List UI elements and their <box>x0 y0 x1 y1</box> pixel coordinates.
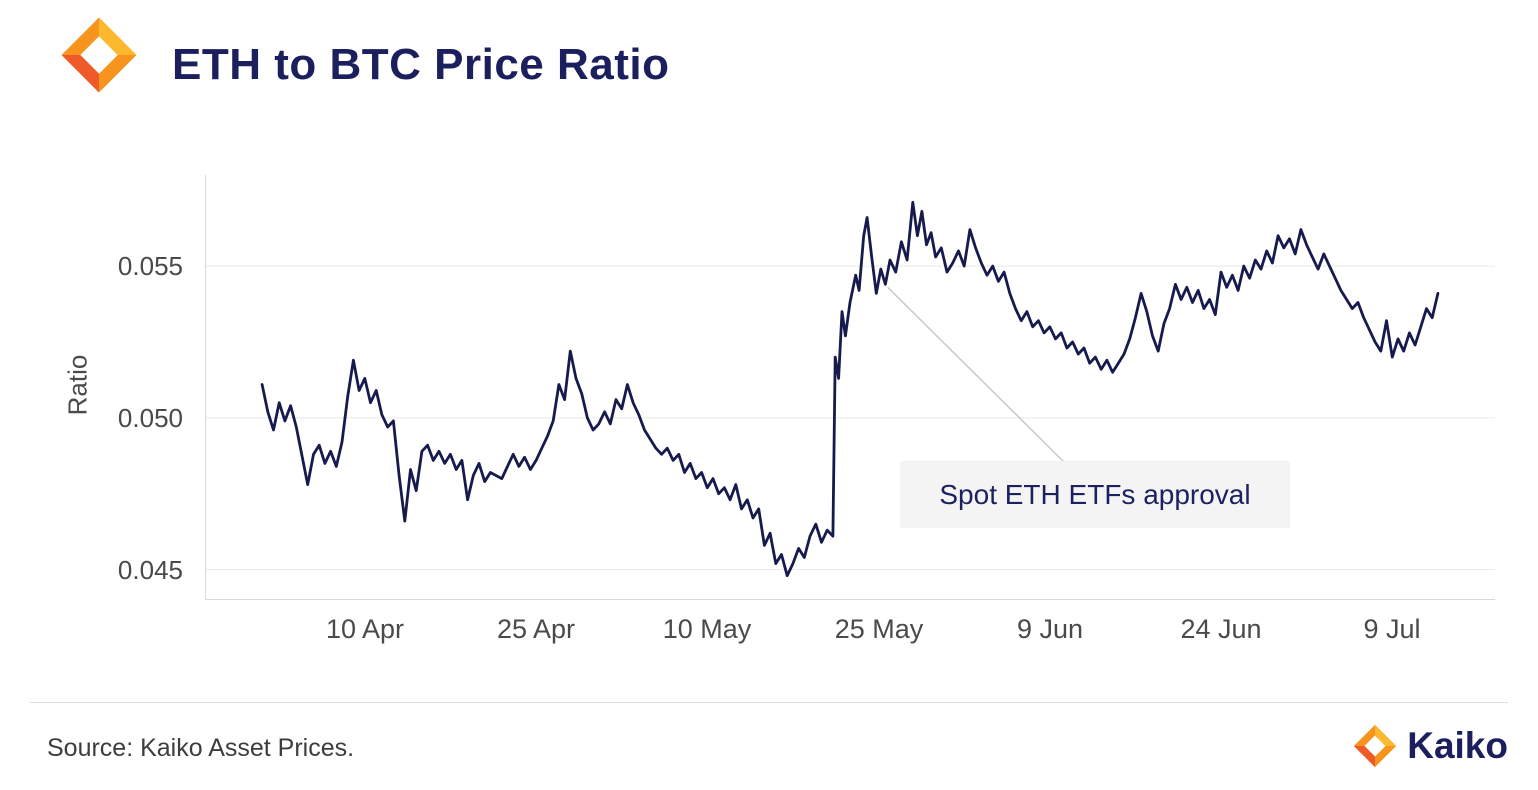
annotation-leader-line <box>887 286 1066 464</box>
footer-divider <box>30 702 1508 703</box>
x-tick-label: 25 May <box>834 614 924 644</box>
logo-ring-dark <box>61 55 99 93</box>
y-tick-label: 0.050 <box>117 403 183 433</box>
y-tick-label: 0.045 <box>117 555 183 585</box>
kaiko-logo-icon <box>60 16 138 94</box>
kaiko-logo-icon <box>1354 724 1397 768</box>
x-tick-label: 10 Apr <box>325 614 405 644</box>
x-tick-label: 9 Jun <box>1016 614 1084 644</box>
x-tick-label: 24 Jun <box>1180 614 1262 644</box>
annotation-label: Spot ETH ETFs approval <box>900 461 1290 528</box>
y-axis-tick-labels: 0.045 0.050 0.055 <box>0 175 193 600</box>
y-tick-label: 0.055 <box>117 251 183 281</box>
price-ratio-line-chart <box>205 175 1495 600</box>
logo-ring-dark <box>1354 746 1376 768</box>
x-tick-label: 25 Apr <box>496 614 576 644</box>
source-text: Source: Kaiko Asset Prices. <box>47 734 355 762</box>
kaiko-logo-icon <box>61 17 137 93</box>
x-axis-tick-labels: 10 Apr 25 Apr 10 May 25 May 9 Jun 24 Jun 9 Jul <box>205 614 1495 654</box>
brand-name: Kaiko <box>1407 725 1508 766</box>
x-tick-label: 10 May <box>662 614 752 644</box>
logo-ring-light <box>99 17 137 56</box>
page-title: ETH to BTC Price Ratio <box>172 40 670 89</box>
kaiko-logo-icon <box>1353 724 1397 768</box>
ratio-line-series <box>260 200 1440 578</box>
x-tick-label: 9 Jul <box>1363 614 1421 644</box>
footer-brand: Kaiko <box>1353 724 1508 768</box>
logo-ring-light <box>1375 724 1397 746</box>
